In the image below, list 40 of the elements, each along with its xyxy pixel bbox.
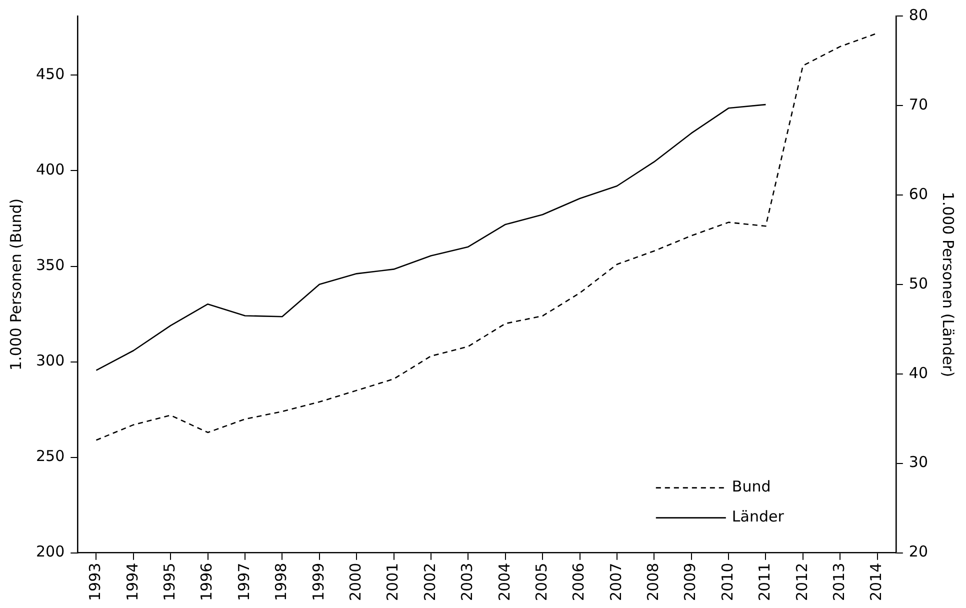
line-series (96, 32, 878, 441)
x-tick-label: 2001 (384, 562, 402, 602)
y-tick-label: 300 (36, 352, 65, 370)
x-tick-label: 2002 (420, 562, 439, 602)
x-tick-label: 2010 (718, 562, 736, 602)
y-axis-title: 1.000 Personen (Bund) (6, 198, 25, 370)
y-tick-label: 350 (36, 256, 65, 274)
y2-axis-title: 1.000 Personen (Länder) (939, 192, 958, 378)
x-tick-label: 2008 (644, 562, 662, 602)
y2-tick-label: 20 (908, 542, 928, 561)
x-tick-label: 1996 (198, 562, 216, 602)
y-tick-label: 250 (36, 447, 65, 466)
y-tick-label: 400 (36, 160, 65, 179)
x-tick-label: 2009 (681, 562, 700, 602)
y-tick-label: 200 (36, 542, 65, 561)
x-tick-label: 1993 (86, 562, 104, 602)
y2-tick-label: 80 (908, 6, 928, 24)
x-tick-label: 1998 (272, 562, 290, 602)
y2-tick-label: 30 (908, 453, 928, 472)
y-tick-label: 450 (36, 65, 65, 84)
x-tick-label: 1999 (309, 562, 328, 602)
legend-label: Länder (732, 508, 785, 526)
x-tick-label: 2006 (570, 562, 588, 602)
x-tick-label: 2005 (532, 562, 550, 602)
y2-tick-label: 60 (908, 184, 928, 203)
x-tick-label: 1994 (123, 562, 142, 602)
x-tick-label: 2011 (756, 562, 774, 602)
legend-label: Bund (732, 478, 771, 496)
x-tick-label: 2007 (606, 562, 625, 602)
y2-tick-label: 70 (908, 95, 928, 114)
y2-tick-label: 40 (908, 364, 928, 382)
x-tick-label: 2003 (458, 562, 476, 602)
x-tick-label: 2014 (867, 562, 886, 602)
x-tick-label: 2000 (346, 562, 364, 602)
x-tick-label: 1995 (160, 562, 179, 602)
x-tick-label: 2013 (830, 562, 848, 602)
x-tick-label: 2012 (792, 562, 811, 602)
x-tick-label: 1997 (234, 562, 253, 602)
x-tick-label: 2004 (495, 562, 514, 602)
y2-tick-label: 50 (908, 274, 928, 292)
